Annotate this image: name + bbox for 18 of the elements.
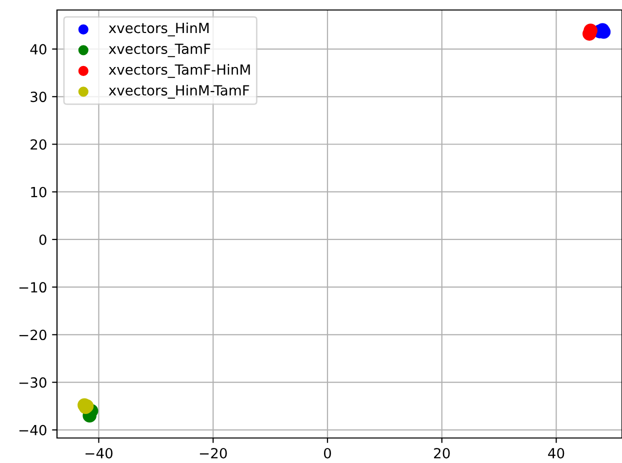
x-tick-label: −40: [86, 448, 112, 458]
legend-label: xvectors_HinM: [108, 22, 209, 36]
y-tick-label: 30: [30, 92, 46, 102]
y-tick-label: −20: [19, 330, 46, 340]
x-tick-label: −20: [200, 448, 227, 458]
legend-label: xvectors_TamF-HinM: [108, 64, 250, 78]
y-tick-label: −30: [19, 377, 46, 388]
y-tick-label: 10: [31, 186, 46, 198]
x-tick-label: 20: [434, 448, 450, 458]
y-tick-label: −10: [19, 282, 46, 293]
y-tick-label: 20: [30, 139, 46, 150]
x-tick-label: 40: [548, 448, 564, 458]
legend-label: xvectors_TamF: [108, 44, 210, 58]
y-tick-label: 0: [39, 234, 46, 245]
legend-label: xvectors_HinM-TamF: [108, 84, 250, 99]
y-tick-label: −40: [19, 424, 46, 436]
x-tick-label: 0: [324, 448, 331, 458]
y-tick-label: 40: [30, 44, 46, 55]
